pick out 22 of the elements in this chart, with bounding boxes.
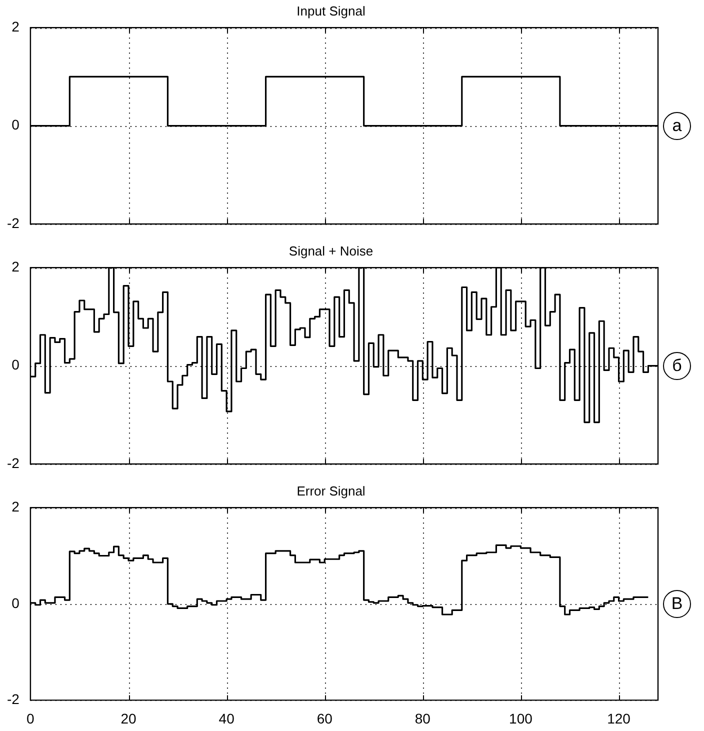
y-tick-label: 2 (12, 18, 20, 34)
x-tick-label: 20 (120, 710, 136, 726)
x-tick-label: 100 (509, 710, 533, 726)
y-tick-label: 0 (12, 116, 20, 133)
y-tick-label: 2 (12, 258, 20, 274)
y-tick-label: 0 (12, 356, 20, 373)
x-tick-label: 120 (607, 710, 631, 726)
y-tick-label: 0 (12, 594, 20, 611)
y-tick-label: -2 (6, 454, 20, 471)
text: а (663, 112, 691, 140)
x-tick-label: 80 (414, 710, 431, 726)
chart-title: Error Signal (296, 483, 366, 498)
text: б (663, 352, 691, 380)
chart-title: Input Signal (296, 3, 366, 18)
x-tick-label: 60 (316, 710, 333, 726)
chart-title: Signal + Noise (288, 243, 374, 258)
y-tick-label: 2 (12, 498, 20, 514)
text: В (663, 590, 691, 618)
x-tick-label: 0 (26, 710, 35, 726)
y-tick-label: -2 (6, 214, 20, 231)
x-tick-label: 40 (218, 710, 235, 726)
y-tick-label: -2 (6, 691, 20, 708)
